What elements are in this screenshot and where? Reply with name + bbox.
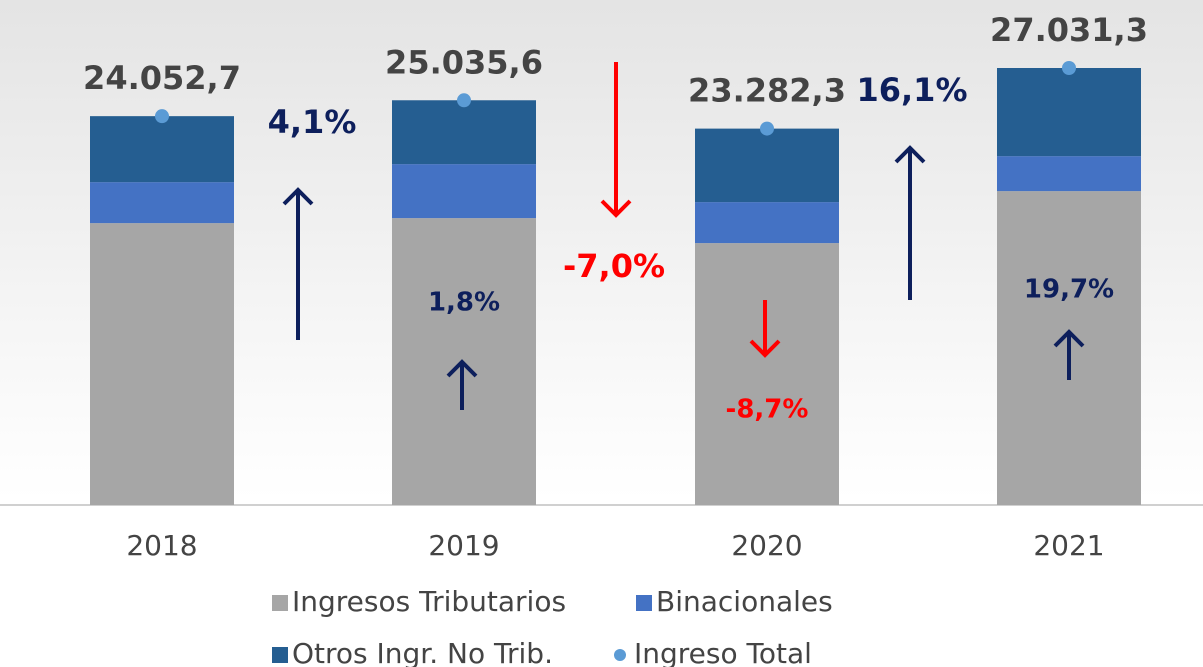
legend-marker [614, 649, 626, 661]
x-tick-label: 2018 [126, 529, 197, 562]
legend-label: Otros Ingr. No Trib. [292, 637, 553, 667]
data-label: 24.052,7 [83, 59, 241, 97]
bar-segment [392, 164, 536, 218]
legend-marker [272, 647, 288, 663]
bar-segment [90, 116, 234, 182]
legend-label: Binacionales [656, 585, 833, 618]
total-dot [155, 109, 169, 123]
legend-label: Ingresos Tributarios [292, 585, 566, 618]
annotation: 1,8% [428, 288, 500, 318]
total-dot [457, 93, 471, 107]
bar-segment [695, 243, 839, 505]
data-label: 25.035,6 [385, 43, 543, 81]
bar-segment [695, 129, 839, 203]
bar-segment [997, 156, 1141, 191]
chart: 2018 2019 2020 2021 24.052,7 25.035,6 23.282,3… [0, 0, 1203, 667]
x-tick-label: 2020 [731, 529, 802, 562]
annotation: 16,1% [856, 71, 967, 109]
data-label: 23.282,3 [688, 72, 846, 110]
annotation: -8,7% [726, 395, 809, 425]
annotation: 19,7% [1024, 275, 1114, 305]
total-dot [1062, 61, 1076, 75]
bar-segment [392, 100, 536, 164]
bar-segment [90, 182, 234, 223]
total-dot [760, 122, 774, 136]
bar-segment [997, 68, 1141, 156]
annotation: 4,1% [268, 103, 357, 141]
data-label: 27.031,3 [990, 11, 1148, 49]
bar-segment [695, 202, 839, 243]
legend-marker [272, 595, 288, 611]
annotation: -7,0% [563, 247, 665, 285]
legend-marker [636, 595, 652, 611]
x-tick-label: 2021 [1033, 529, 1104, 562]
x-tick-label: 2019 [428, 529, 499, 562]
legend-label: Ingreso Total [634, 637, 812, 667]
bar-segment [90, 223, 234, 505]
